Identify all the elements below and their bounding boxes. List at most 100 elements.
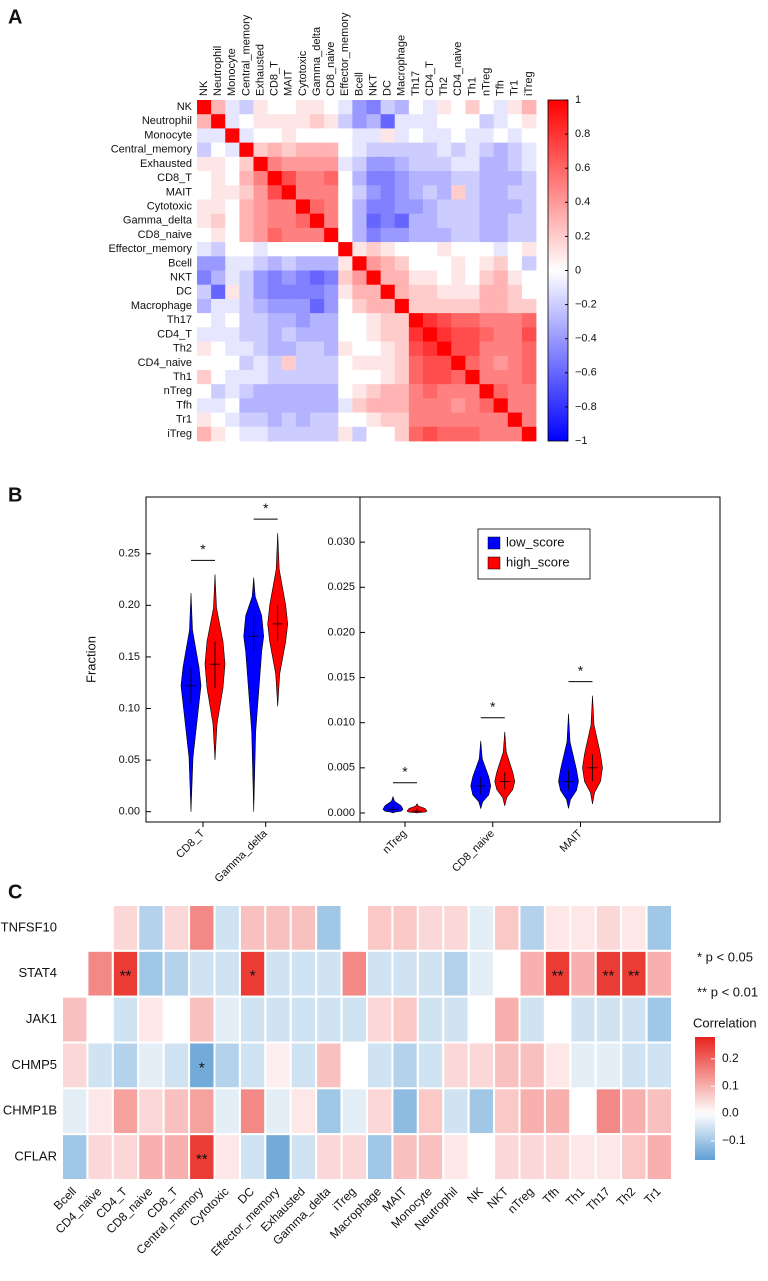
heatmap-cell [225,341,240,357]
heatmap-cell [366,355,382,371]
row-label: Macrophage [131,300,192,312]
heatmap-cell [479,199,495,215]
heatmap-cell [111,904,140,952]
heatmap-cell [267,227,283,243]
heatmap-cell [507,327,523,342]
heatmap-cell [310,213,325,229]
heatmap-cell [521,426,537,442]
x-tick-label: Gamma_delta [213,827,271,885]
heatmap-cell [569,1041,597,1090]
heatmap-cell [465,114,480,129]
heatmap-cell [239,227,254,243]
heatmap-cell [394,213,410,229]
colorbar-tick-label: 1 [575,94,581,106]
heatmap-cell [521,355,537,371]
row-label: Tfh [176,399,192,411]
heatmap-cell [197,341,212,357]
heatmap-cell [394,313,410,328]
heatmap-cell [521,114,537,129]
heatmap-cell [594,1041,623,1090]
heatmap-cell [493,1087,521,1136]
colorbar-tick-label: −0.4 [575,333,597,345]
heatmap-cell [86,1041,114,1090]
heatmap-cell [211,298,226,314]
heatmap-cell [394,369,410,385]
heatmap-cell [289,904,318,952]
heatmap-cell [188,995,216,1044]
heatmap-cell [465,185,480,200]
heatmap-cell [253,227,269,243]
heatmap-cell [315,995,343,1044]
heatmap-cell [338,355,353,371]
colorbar-tick-label: 0.2 [722,1051,739,1065]
heatmap-cell [380,242,396,257]
column-label: Tfh [540,1184,562,1206]
heatmap-cell [289,1041,318,1090]
heatmap-cell [645,949,673,998]
row-label: JAK1 [26,1011,57,1026]
heatmap-cell [507,114,523,129]
heatmap-cell [465,327,480,342]
heatmap-cell [423,327,438,342]
heatmap-cell [493,227,509,243]
heatmap-cell [295,327,311,342]
heatmap-cell [423,256,438,271]
heatmap-cell [521,156,537,172]
colorbar-tick-label: 0.6 [575,162,590,174]
row-label: Exhausted [140,158,192,170]
heatmap-cell [645,1087,673,1136]
heatmap-cell [310,369,325,385]
heatmap-cell [324,199,339,215]
heatmap-cell [507,171,523,186]
heatmap-cell [281,270,297,286]
heatmap-cell [437,100,452,115]
heatmap-cell [408,398,424,413]
heatmap-cell [352,384,367,399]
heatmap-cell [366,1087,394,1136]
heatmap-cell [408,156,424,172]
heatmap-cell [493,369,509,385]
column-label: Tfh [495,80,507,96]
heatmap-cell [225,313,240,328]
heatmap-cell [225,171,240,186]
heatmap-cell [437,142,452,158]
heatmap-cell [264,1133,292,1181]
heatmap-cell [394,426,410,442]
heatmap-cell [394,298,410,314]
heatmap-cell [465,156,480,172]
heatmap-cell [111,995,140,1044]
heatmap-cell [408,313,424,328]
heatmap-cell [253,156,269,172]
heatmap-cell [521,412,537,428]
significance-star: * [199,1059,205,1076]
heatmap-cell [225,227,240,243]
heatmap-cell [197,171,212,186]
heatmap-cell [507,284,523,300]
heatmap-cell [238,1041,267,1090]
heatmap-cell [465,313,480,328]
heatmap-cell [324,384,339,399]
heatmap-cell [620,1133,648,1181]
heatmap-cell [451,128,466,144]
heatmap-cell [213,995,241,1044]
heatmap-cell [380,270,396,286]
heatmap-cell [408,327,424,342]
heatmap-cell [493,949,521,998]
heatmap-cell [465,213,480,229]
heatmap-cell [267,199,283,215]
significance-star: * [402,763,408,779]
heatmap-cell [188,1133,216,1181]
heatmap-cell [324,298,339,314]
row-label: Th17 [167,314,192,326]
heatmap-cell [324,398,339,413]
heatmap-cell [380,227,396,243]
heatmap-cell [366,341,382,357]
heatmap-cell [310,398,325,413]
heatmap-cell [338,242,353,257]
row-label: Tr1 [176,414,192,426]
heatmap-cell [281,284,297,300]
heatmap-cell [366,128,382,144]
heatmap-cell [437,384,452,399]
heatmap-cell [281,142,297,158]
heatmap-cell [253,171,269,186]
